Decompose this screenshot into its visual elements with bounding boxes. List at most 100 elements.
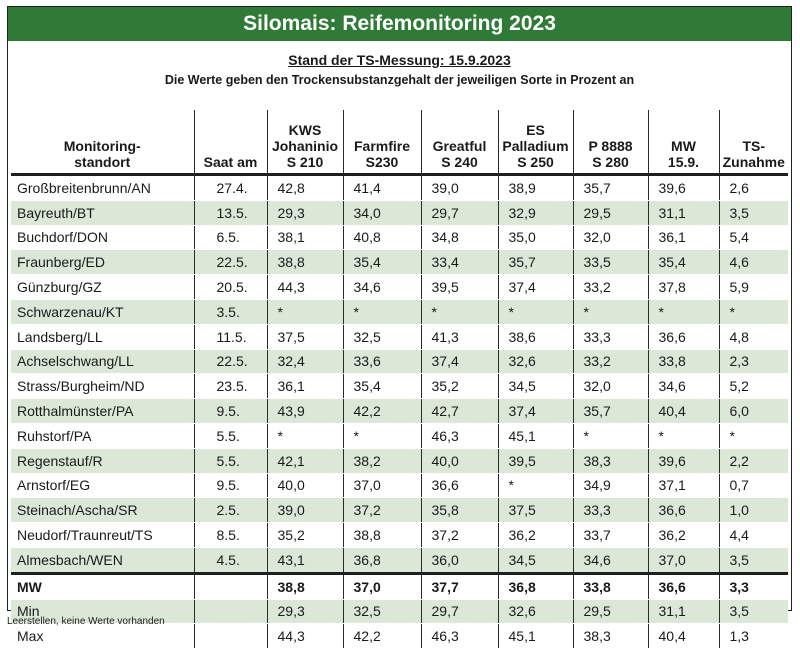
cell-mw: 31,1 bbox=[647, 200, 719, 226]
cell-standort: Achselschwang/LL bbox=[11, 349, 194, 375]
cell-es-palladium: 45,1 bbox=[497, 623, 573, 649]
monitoring-table: Monitoring- standort Saat am KWS Johanin… bbox=[11, 110, 788, 649]
cell-p8888: 34,9 bbox=[572, 473, 648, 499]
cell-saat: 6.5. bbox=[193, 225, 267, 251]
cell-farmfire: * bbox=[342, 299, 421, 325]
cell-farmfire: 32,5 bbox=[342, 324, 421, 350]
cell-greatful: 42,7 bbox=[420, 398, 498, 424]
cell-kws-johaninio: 44,3 bbox=[266, 623, 343, 649]
cell-kws-johaninio: 40,0 bbox=[266, 473, 343, 499]
cell-p8888: 38,3 bbox=[572, 623, 648, 649]
col-header-saat: Saat am bbox=[193, 110, 267, 176]
cell-es-palladium: 37,5 bbox=[497, 497, 573, 524]
cell-greatful: 29,7 bbox=[420, 200, 498, 226]
table-row: Rotthalmünster/PA 9.5. 43,9 42,2 42,7 37,4 35,… bbox=[11, 398, 788, 424]
cell-standort: Arnstorf/EG bbox=[11, 473, 194, 499]
cell-greatful: 36,0 bbox=[420, 547, 498, 574]
cell-greatful: 36,6 bbox=[420, 473, 498, 499]
cell-mw: * bbox=[647, 299, 719, 325]
cell-p8888: 29,5 bbox=[572, 599, 648, 625]
cell-standort: Buchdorf/DON bbox=[11, 225, 194, 251]
cell-saat: 2.5. bbox=[193, 497, 267, 524]
cell-es-palladium: 34,5 bbox=[497, 547, 573, 574]
table-frame: Silomais: Reifemonitoring 2023 Stand der… bbox=[7, 6, 792, 649]
cell-standort: Günzburg/GZ bbox=[11, 274, 194, 300]
cell-standort: Neudorf/Traunreut/TS bbox=[11, 522, 194, 548]
cell-saat: 11.5. bbox=[193, 324, 267, 350]
cell-farmfire: 33,6 bbox=[342, 349, 421, 375]
col-header-farmfire: Farmfire S230 bbox=[342, 110, 421, 176]
cell-greatful: 37,4 bbox=[420, 349, 498, 375]
cell-standort: Landsberg/LL bbox=[11, 324, 194, 350]
table-row: Schwarzenau/KT 3.5. * * * * * * * bbox=[11, 299, 788, 325]
table-row: Almesbach/WEN 4.5. 43,1 36,8 36,0 34,5 34,6 37,… bbox=[11, 547, 788, 574]
col-header-es-palladium: ES Palladium S 250 bbox=[497, 110, 573, 176]
table-row: Fraunberg/ED 22.5. 38,8 35,4 33,4 35,7 33,5 35,… bbox=[11, 249, 788, 276]
cell-ts-zunahme: * bbox=[718, 423, 788, 449]
cell-ts-zunahme: 2,2 bbox=[718, 448, 788, 474]
cell-kws-johaninio: 38,8 bbox=[266, 571, 343, 600]
cell-ts-zunahme: * bbox=[718, 299, 788, 325]
cell-es-palladium: 45,1 bbox=[497, 423, 573, 449]
cell-standort: Min bbox=[11, 599, 194, 625]
cell-greatful: 35,2 bbox=[420, 373, 498, 400]
cell-standort: Schwarzenau/KT bbox=[11, 299, 194, 325]
cell-greatful: 34,8 bbox=[420, 225, 498, 251]
cell-saat: 9.5. bbox=[193, 473, 267, 499]
cell-mw: 40,4 bbox=[647, 398, 719, 424]
cell-mw: 36,6 bbox=[647, 571, 719, 600]
col-header-greatful: Greatful S 240 bbox=[420, 110, 498, 176]
cell-mw: 35,4 bbox=[647, 249, 719, 276]
cell-p8888: 38,3 bbox=[572, 448, 648, 474]
cell-greatful: 41,3 bbox=[420, 324, 498, 350]
cell-greatful: 46,3 bbox=[420, 423, 498, 449]
cell-p8888: 33,3 bbox=[572, 324, 648, 350]
cell-es-palladium: 37,4 bbox=[497, 274, 573, 300]
col-header-kws-johaninio: KWS Johaninio S 210 bbox=[266, 110, 343, 176]
cell-kws-johaninio: 44,3 bbox=[266, 274, 343, 300]
cell-farmfire: 34,6 bbox=[342, 274, 421, 300]
cell-es-palladium: 39,5 bbox=[497, 448, 573, 474]
cell-ts-zunahme: 2,6 bbox=[718, 174, 788, 201]
cell-es-palladium: 35,0 bbox=[497, 225, 573, 251]
cell-mw: 36,2 bbox=[647, 522, 719, 548]
cell-greatful: 39,5 bbox=[420, 274, 498, 300]
cell-mw: 40,4 bbox=[647, 623, 719, 649]
cell-standort: Fraunberg/ED bbox=[11, 249, 194, 276]
cell-kws-johaninio: 35,2 bbox=[266, 522, 343, 548]
cell-saat: 9.5. bbox=[193, 398, 267, 424]
table-row: Regenstauf/R 5.5. 42,1 38,2 40,0 39,5 38,3 39,6… bbox=[11, 448, 788, 474]
cell-p8888: 29,5 bbox=[572, 200, 648, 226]
cell-farmfire: 35,4 bbox=[342, 249, 421, 276]
cell-p8888: 33,8 bbox=[572, 571, 648, 600]
cell-saat: 5.5. bbox=[193, 448, 267, 474]
cell-ts-zunahme: 4,4 bbox=[718, 522, 788, 548]
cell-kws-johaninio: 32,4 bbox=[266, 349, 343, 375]
table-row: Strass/Burgheim/ND 23.5. 36,1 35,4 35,2 34,5 3… bbox=[11, 373, 788, 400]
cell-greatful: 40,0 bbox=[420, 448, 498, 474]
cell-farmfire: 37,0 bbox=[342, 571, 421, 600]
cell-ts-zunahme: 5,9 bbox=[718, 274, 788, 300]
cell-es-palladium: 38,9 bbox=[497, 174, 573, 201]
cell-ts-zunahme: 3,5 bbox=[718, 547, 788, 574]
cell-mw: 37,8 bbox=[647, 274, 719, 300]
cell-es-palladium: 36,8 bbox=[497, 571, 573, 600]
cell-ts-zunahme: 2,3 bbox=[718, 349, 788, 375]
cell-saat: 5.5. bbox=[193, 423, 267, 449]
cell-greatful: * bbox=[420, 299, 498, 325]
cell-mw: 33,8 bbox=[647, 349, 719, 375]
cell-farmfire: 42,2 bbox=[342, 398, 421, 424]
cell-kws-johaninio: 39,0 bbox=[266, 497, 343, 524]
table-row: Bayreuth/BT 13.5. 29,3 34,0 29,7 32,9 29,5 31,1… bbox=[11, 200, 788, 226]
cell-p8888: 33,5 bbox=[572, 249, 648, 276]
title-banner: Silomais: Reifemonitoring 2023 bbox=[8, 7, 791, 41]
cell-ts-zunahme: 5,2 bbox=[718, 373, 788, 400]
cell-kws-johaninio: 42,1 bbox=[266, 448, 343, 474]
table-row: Großbreitenbrunn/AN 27.4. 42,8 41,4 39,0 38,9… bbox=[11, 174, 788, 201]
cell-mw: 36,1 bbox=[647, 225, 719, 251]
cell-p8888: 34,6 bbox=[572, 547, 648, 574]
cell-es-palladium: 35,7 bbox=[497, 249, 573, 276]
cell-farmfire: 32,5 bbox=[342, 599, 421, 625]
cell-mw: 39,6 bbox=[647, 174, 719, 201]
cell-farmfire: 35,4 bbox=[342, 373, 421, 400]
